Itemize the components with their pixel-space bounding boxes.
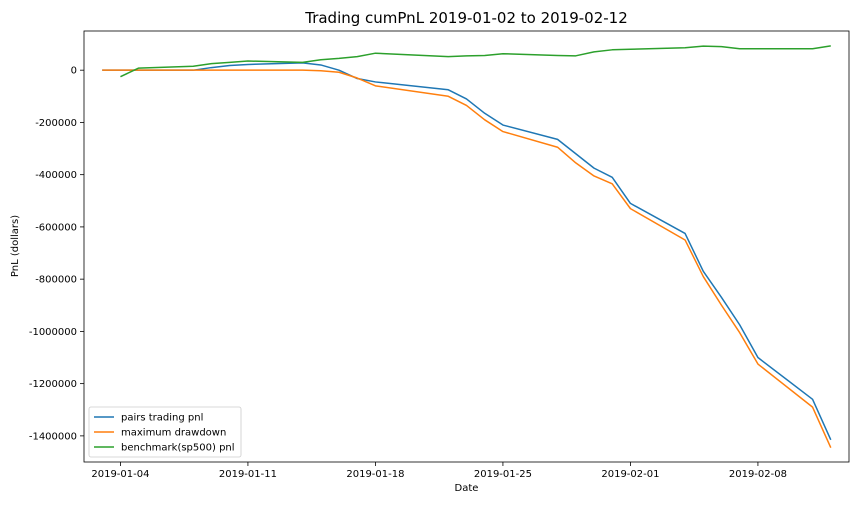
chart-title: Trading cumPnL 2019-01-02 to 2019-02-12	[304, 9, 628, 27]
y-axis: 0 -200000 -400000 -600000 -800000 -1000000 -12…	[29, 66, 84, 442]
y-tick-label: 0	[71, 66, 77, 77]
legend-label: benchmark(sp500) pnl	[121, 443, 235, 454]
series-lines	[102, 45, 832, 448]
legend-label: maximum drawdown	[121, 428, 226, 439]
y-tick-label: -1400000	[29, 431, 77, 442]
y-tick-label: -1000000	[29, 327, 77, 338]
x-tick-label: 2019-01-18	[346, 469, 404, 480]
x-axis: 2019-01-04 2019-01-11 2019-01-18 2019-01-25…	[91, 462, 787, 480]
plot-area-frame	[83, 30, 850, 463]
x-tick-label: 2019-01-25	[474, 469, 532, 480]
y-tick-label: -600000	[35, 222, 77, 233]
legend-box	[88, 406, 242, 458]
x-axis-label: Date	[455, 483, 479, 494]
y-axis-label: PnL (dollars)	[10, 215, 21, 277]
legend: pairs trading pnl maximum drawdown benchma…	[88, 406, 242, 458]
y-tick-label: -1200000	[29, 379, 77, 390]
legend-label: pairs trading pnl	[121, 413, 203, 424]
x-tick-label: 2019-01-11	[219, 469, 277, 480]
x-tick-label: 2019-01-04	[91, 469, 149, 480]
series-line-2	[102, 69, 832, 448]
x-tick-label: 2019-02-08	[729, 469, 787, 480]
y-tick-label: -200000	[35, 118, 77, 129]
y-tick-label: -800000	[35, 275, 77, 286]
series-line-3	[120, 45, 831, 78]
series-line-1	[102, 62, 832, 441]
x-tick-label: 2019-02-01	[601, 469, 659, 480]
y-tick-label: -400000	[35, 170, 77, 181]
